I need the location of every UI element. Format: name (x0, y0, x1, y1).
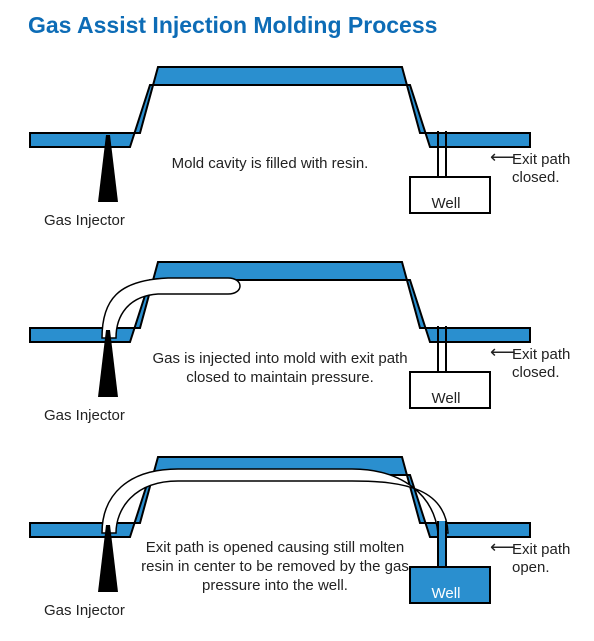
exit-pipe-fill (439, 521, 445, 569)
gas-injector-label: Gas Injector (44, 407, 125, 424)
stage-3: Exit path is opened causing still molten… (0, 437, 594, 632)
exit-path-label: Exit pathclosed. (512, 151, 570, 187)
stage-caption: Mold cavity is filled with resin. (150, 155, 390, 174)
exit-path-label: Exit pathopen. (512, 541, 570, 577)
well-label: Well (416, 195, 476, 212)
stage-caption: Gas is injected into mold with exit path… (140, 350, 420, 388)
well-label: Well (416, 390, 476, 407)
gas-injector-label: Gas Injector (44, 602, 125, 619)
gas-injector-label: Gas Injector (44, 212, 125, 229)
stage-1: Mold cavity is filled with resin. Gas Inj… (0, 47, 594, 242)
exit-path-label: Exit pathclosed. (512, 346, 570, 382)
page-title: Gas Assist Injection Molding Process (0, 0, 594, 47)
stage-2: Gas is injected into mold with exit path… (0, 242, 594, 437)
gas-channel (102, 469, 448, 533)
mold-body (30, 67, 530, 147)
well-label: Well (416, 585, 476, 602)
stage-caption: Exit path is opened causing still molten… (130, 539, 420, 595)
stages-container: Mold cavity is filled with resin. Gas Inj… (0, 47, 594, 632)
